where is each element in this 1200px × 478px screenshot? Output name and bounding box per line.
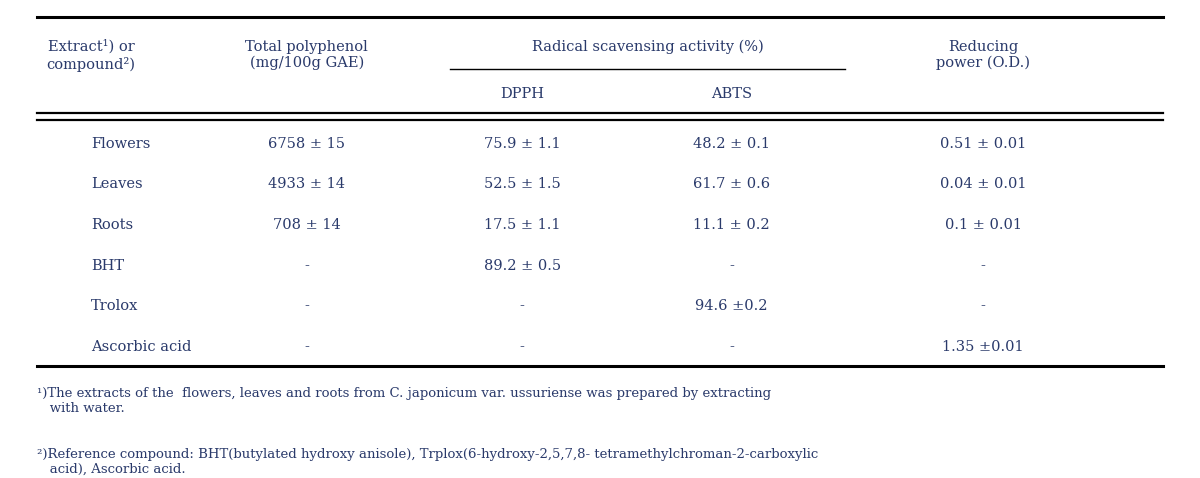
Text: Trolox: Trolox — [91, 299, 138, 314]
Text: 89.2 ± 0.5: 89.2 ± 0.5 — [484, 259, 560, 273]
Text: 708 ± 14: 708 ± 14 — [272, 218, 341, 232]
Text: 0.04 ± 0.01: 0.04 ± 0.01 — [940, 177, 1026, 192]
Text: Flowers: Flowers — [91, 137, 150, 151]
Text: 6758 ± 15: 6758 ± 15 — [268, 137, 346, 151]
Text: -: - — [730, 340, 734, 354]
Text: Extract¹) or
compound²): Extract¹) or compound²) — [47, 40, 136, 72]
Text: 94.6 ±0.2: 94.6 ±0.2 — [696, 299, 768, 314]
Text: Roots: Roots — [91, 218, 133, 232]
Text: ABTS: ABTS — [712, 87, 752, 101]
Text: 52.5 ± 1.5: 52.5 ± 1.5 — [484, 177, 560, 192]
Text: -: - — [980, 299, 985, 314]
Text: 17.5 ± 1.1: 17.5 ± 1.1 — [484, 218, 560, 232]
Text: ²)Reference compound: BHT(butylated hydroxy anisole), Trplox(6-hydroxy-2,5,7,8- : ²)Reference compound: BHT(butylated hydr… — [37, 448, 818, 476]
Text: -: - — [520, 299, 524, 314]
Text: 1.35 ±0.01: 1.35 ±0.01 — [942, 340, 1024, 354]
Text: 0.51 ± 0.01: 0.51 ± 0.01 — [940, 137, 1026, 151]
Text: 75.9 ± 1.1: 75.9 ± 1.1 — [484, 137, 560, 151]
Text: -: - — [305, 259, 310, 273]
Text: 4933 ± 14: 4933 ± 14 — [268, 177, 346, 192]
Text: Radical scavensing activity (%): Radical scavensing activity (%) — [532, 40, 763, 54]
Text: 48.2 ± 0.1: 48.2 ± 0.1 — [694, 137, 770, 151]
Text: -: - — [730, 259, 734, 273]
Text: -: - — [520, 340, 524, 354]
Text: 11.1 ± 0.2: 11.1 ± 0.2 — [694, 218, 770, 232]
Text: DPPH: DPPH — [500, 87, 544, 101]
Text: Reducing
power (O.D.): Reducing power (O.D.) — [936, 40, 1030, 70]
Text: 0.1 ± 0.01: 0.1 ± 0.01 — [944, 218, 1021, 232]
Text: 61.7 ± 0.6: 61.7 ± 0.6 — [694, 177, 770, 192]
Text: BHT: BHT — [91, 259, 125, 273]
Text: -: - — [980, 259, 985, 273]
Text: -: - — [305, 340, 310, 354]
Text: -: - — [305, 299, 310, 314]
Text: Leaves: Leaves — [91, 177, 143, 192]
Text: Ascorbic acid: Ascorbic acid — [91, 340, 192, 354]
Text: Total polyphenol
(mg/100g GAE): Total polyphenol (mg/100g GAE) — [245, 40, 368, 70]
Text: ¹)The extracts of the  flowers, leaves and roots from C. japonicum var. ussurien: ¹)The extracts of the flowers, leaves an… — [37, 387, 772, 415]
